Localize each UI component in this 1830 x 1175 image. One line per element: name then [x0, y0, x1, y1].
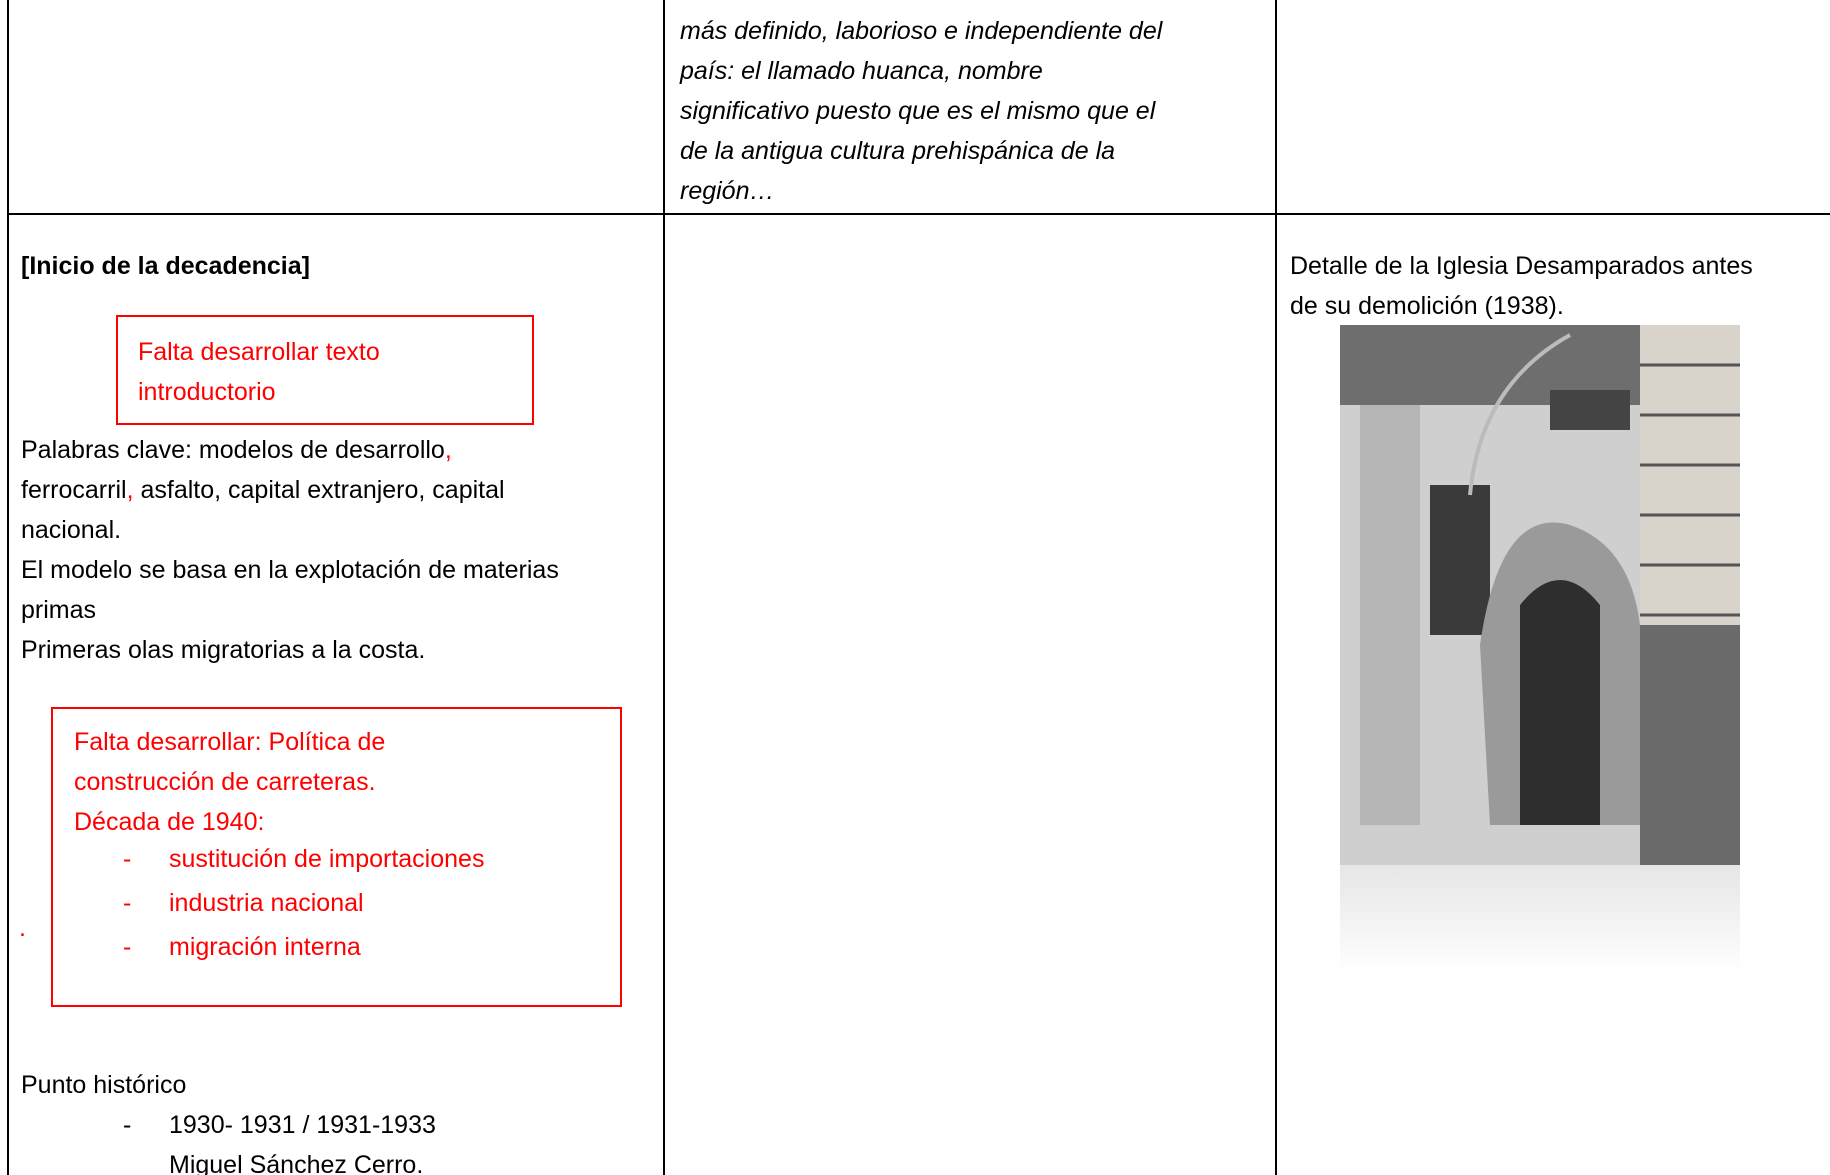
- keyword-segment: ,: [126, 476, 134, 504]
- table-border: [663, 0, 665, 1175]
- keyword-segment: nacional.: [21, 516, 122, 544]
- photo: [1340, 325, 1740, 975]
- keyword-segment: ,: [444, 436, 452, 464]
- text-line: Falta desarrollar: Política de: [74, 728, 386, 756]
- text-line: Falta desarrollar texto: [138, 338, 380, 366]
- text-line: -: [123, 933, 132, 961]
- history-title: Punto histórico: [21, 1071, 187, 1099]
- text-line: sustitución de importaciones: [169, 845, 485, 873]
- text-line: nacional.: [21, 515, 121, 545]
- stray-mark: .: [19, 914, 26, 942]
- table-border: [1275, 0, 1277, 1175]
- text-line: 1930- 1931 / 1931-1933: [169, 1111, 436, 1139]
- keyword-segment: Palabras clave: modelos de desarrollo: [21, 436, 445, 464]
- text-line: migración interna: [169, 933, 361, 961]
- text-line: Palabras clave: modelos de desarrollo,: [21, 435, 452, 465]
- keyword-segment: asfalto, capital extranjero, capital: [133, 476, 505, 504]
- text-line: -: [123, 889, 132, 917]
- text-line: ferrocarril, asfalto, capital extranjero…: [21, 475, 505, 505]
- text-line: -: [123, 845, 132, 873]
- text-line: más definido, laborioso e independiente …: [680, 17, 1163, 45]
- text-line: de la antigua cultura prehispánica de la: [680, 137, 1116, 165]
- heading: [Inicio de la decadencia]: [21, 252, 310, 280]
- text-line: El modelo se basa en la explotación de m…: [21, 556, 559, 584]
- table-border: [7, 213, 1830, 215]
- text-line: introductorio: [138, 378, 276, 406]
- text-line: construcción de carreteras.: [74, 768, 376, 796]
- text-line: industria nacional: [169, 889, 364, 917]
- text-line: región…: [680, 177, 775, 205]
- comment-box: [51, 707, 622, 1007]
- text-line: Detalle de la Iglesia Desamparados antes: [1290, 252, 1753, 280]
- text-line: primas: [21, 596, 97, 624]
- text-line: Primeras olas migratorias a la costa.: [21, 636, 426, 664]
- text-line: -: [123, 1111, 132, 1139]
- keyword-segment: ferrocarril: [21, 476, 127, 504]
- text-line: Década de 1940:: [74, 808, 265, 836]
- history-continuation: Miguel Sánchez Cerro.: [169, 1151, 424, 1175]
- text-line: país: el llamado huanca, nombre: [680, 57, 1043, 85]
- comment-box: [116, 315, 534, 425]
- text-line: de su demolición (1938).: [1290, 292, 1564, 320]
- table-border: [7, 0, 9, 1175]
- text-line: significativo puesto que es el mismo que…: [680, 97, 1156, 125]
